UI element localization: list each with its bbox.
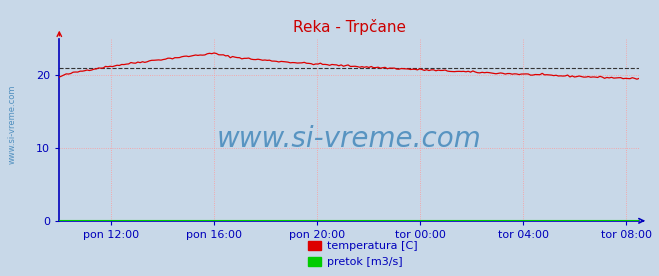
Legend: temperatura [C], pretok [m3/s]: temperatura [C], pretok [m3/s] (304, 238, 420, 270)
Text: www.si-vreme.com: www.si-vreme.com (217, 125, 482, 153)
Title: Reka - Trpčane: Reka - Trpčane (293, 19, 406, 35)
Text: www.si-vreme.com: www.si-vreme.com (8, 84, 17, 164)
